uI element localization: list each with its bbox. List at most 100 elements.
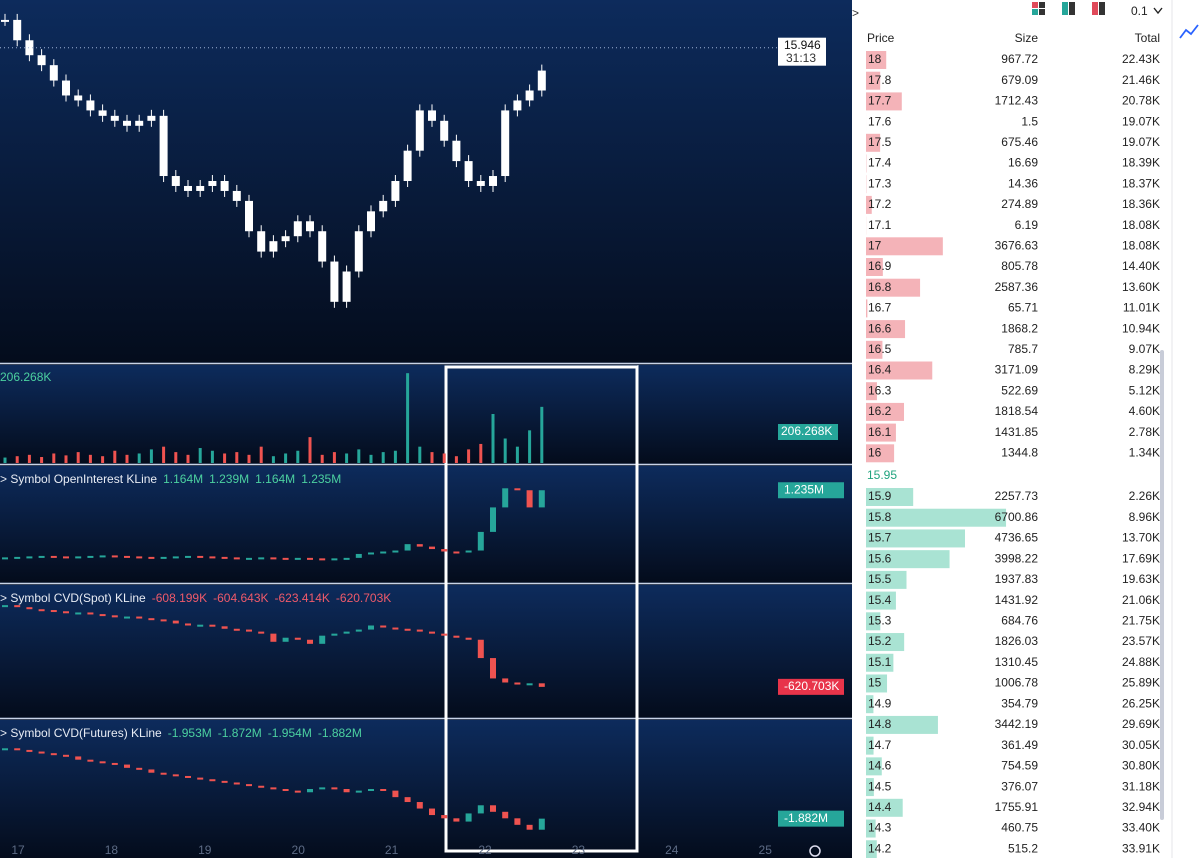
ob-size: 1868.2 xyxy=(1001,321,1038,335)
indicator-candle xyxy=(538,490,545,508)
pane-legend: > Symbol OpenInterest KLine 1.164M 1.239M 1… xyxy=(0,472,341,486)
volume-bar xyxy=(393,450,397,463)
ob-size: 1818.54 xyxy=(995,404,1039,418)
volume-tag-label: 206.268K xyxy=(781,424,832,438)
indicator-candle xyxy=(355,629,362,632)
ob-price: 16.3 xyxy=(868,383,892,397)
ob-size: 1310.45 xyxy=(995,655,1039,669)
candle xyxy=(476,181,485,186)
step-select[interactable]: 0.1 xyxy=(1131,4,1148,18)
bids-depth-bar xyxy=(866,840,877,858)
candle xyxy=(403,150,412,181)
indicator-candle xyxy=(111,762,118,765)
bids-depth-bar xyxy=(866,653,894,672)
ob-price: 15 xyxy=(868,676,882,690)
ob-size: 967.72 xyxy=(1001,52,1038,66)
indicator-candle xyxy=(233,628,240,631)
ob-size: 6700.86 xyxy=(995,510,1039,524)
indicator-candle xyxy=(270,557,277,560)
bids-depth-bar xyxy=(866,488,914,506)
ob-price: 15.3 xyxy=(868,613,892,627)
ob-price: 14.4 xyxy=(868,800,892,814)
indicator-candle xyxy=(38,751,45,754)
pane-tag-label: 1.235M xyxy=(784,482,824,496)
chart-icon[interactable] xyxy=(1179,24,1199,39)
last-price-tag xyxy=(778,37,826,66)
indicator-candle xyxy=(221,626,228,629)
bids-depth-bar xyxy=(866,570,907,589)
candle xyxy=(391,181,400,201)
sidebar xyxy=(1165,0,1200,858)
ob-price: 14.3 xyxy=(868,821,892,835)
bids-depth-bar xyxy=(866,612,881,631)
indicator-candle xyxy=(75,756,82,760)
ob-total: 29.69K xyxy=(1122,717,1160,731)
ob-total: 30.80K xyxy=(1122,759,1160,773)
candle xyxy=(379,200,388,212)
step-chevron[interactable] xyxy=(1153,7,1163,15)
asks-depth-bar xyxy=(866,258,883,276)
indicator-candle xyxy=(404,797,411,803)
ob-total: 18.08K xyxy=(1122,238,1160,252)
ob-price: 16.5 xyxy=(868,342,892,356)
volume-bar xyxy=(381,452,385,463)
pane-legend-value: 1.164M xyxy=(163,472,203,486)
layout-icons[interactable] xyxy=(1032,2,1105,15)
ob-price: 14.7 xyxy=(868,738,892,752)
indicator-candle xyxy=(429,546,435,550)
last-price: 15.946 xyxy=(784,38,821,52)
indicator-candle xyxy=(453,635,460,638)
indicator-candle xyxy=(368,552,374,555)
volume-bar xyxy=(479,443,483,463)
volume-bar xyxy=(320,454,324,463)
candle xyxy=(428,110,436,121)
pane-legend-value: -604.643K xyxy=(213,591,268,605)
indicator-candle xyxy=(124,764,130,768)
candle xyxy=(257,231,266,252)
ob-size: 754.59 xyxy=(1001,759,1038,773)
candle xyxy=(1,19,9,22)
volume-bar xyxy=(528,430,532,463)
indicator-candle xyxy=(380,551,387,554)
indicator-candle xyxy=(185,775,191,778)
volume-bar xyxy=(125,454,129,463)
pane-legend-value: -1.872M xyxy=(218,726,262,740)
ob-price: 16.1 xyxy=(868,425,892,439)
expand-arrow[interactable]: > xyxy=(852,6,859,20)
volume-bar xyxy=(491,414,495,463)
ob-total: 18.08K xyxy=(1122,218,1160,232)
bids-depth-bar xyxy=(866,757,882,776)
volume-bar xyxy=(88,454,92,463)
ob-size: 522.69 xyxy=(1001,383,1038,397)
volume-bar xyxy=(247,454,251,463)
indicator-candle xyxy=(2,605,8,608)
volume-bar xyxy=(284,453,288,463)
settings-icon[interactable] xyxy=(809,845,821,857)
indicator-candle xyxy=(355,553,362,558)
volume-bar xyxy=(296,450,300,463)
x-axis-label: 19 xyxy=(198,843,212,857)
candle xyxy=(37,55,46,66)
indicator-candle xyxy=(111,615,118,618)
volume-bar xyxy=(308,437,312,463)
indicator-candle xyxy=(233,557,240,560)
candle xyxy=(330,261,339,302)
indicator-candle xyxy=(331,787,338,790)
ob-price: 14.6 xyxy=(868,759,892,773)
indicator-candle xyxy=(429,808,435,816)
volume-bar xyxy=(210,450,214,463)
ob-price: 16.6 xyxy=(868,321,892,335)
volume-bar xyxy=(454,456,458,463)
indicator-candle xyxy=(416,544,423,547)
volume-bar xyxy=(345,453,349,463)
volume-bar xyxy=(40,457,44,463)
ob-total: 25.89K xyxy=(1122,676,1160,690)
volume-bar xyxy=(259,446,263,463)
x-axis-label: 17 xyxy=(11,843,25,857)
bids-depth-bar xyxy=(866,529,965,548)
indicator-candle xyxy=(307,557,313,560)
volume-bar xyxy=(76,452,80,463)
indicator-candle xyxy=(502,811,509,819)
ob-size: 1826.03 xyxy=(995,634,1039,648)
